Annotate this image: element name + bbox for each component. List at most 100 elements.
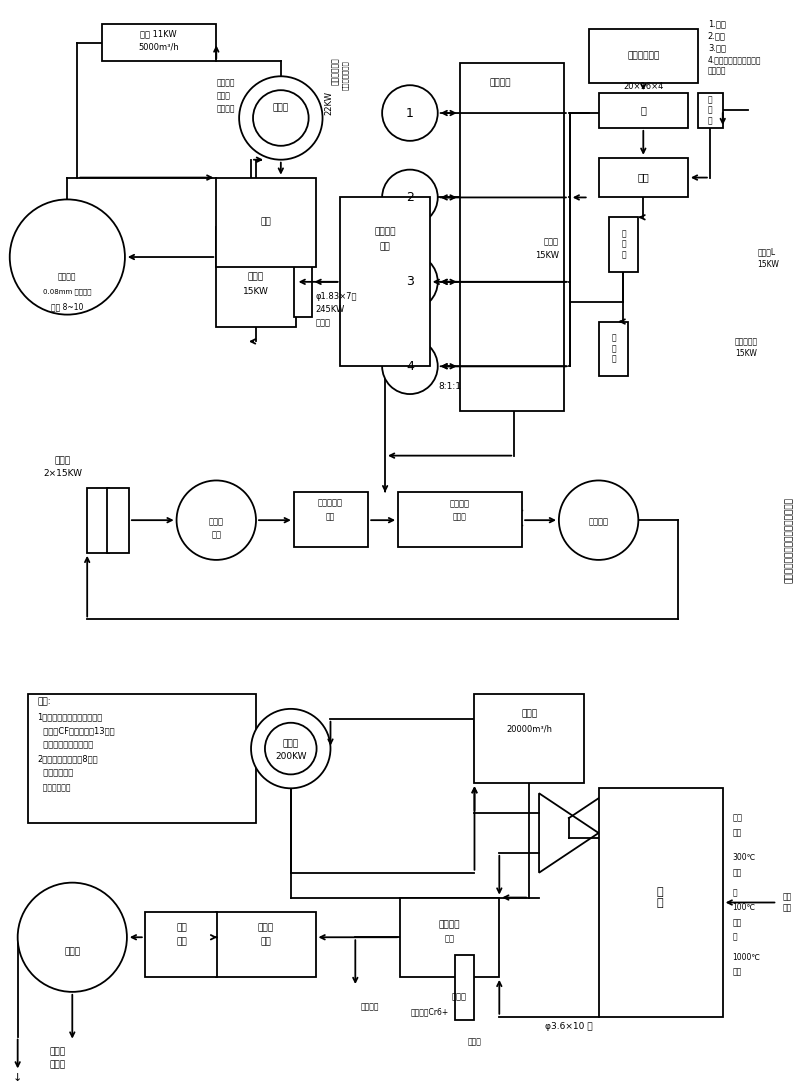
Bar: [400, 898, 499, 976]
Text: 除尘器: 除尘器: [521, 709, 537, 718]
Bar: [698, 93, 722, 128]
Text: 变分析: 变分析: [216, 92, 230, 100]
Text: φ3.6×10 米: φ3.6×10 米: [545, 1022, 593, 1031]
Text: 带: 带: [733, 888, 738, 897]
Text: 双层平板: 双层平板: [450, 500, 470, 508]
Text: 称: 称: [640, 105, 646, 115]
Text: 2.焦炭: 2.焦炭: [708, 31, 726, 40]
Text: 振
动
筛: 振 动 筛: [621, 229, 626, 259]
Text: 配料: 配料: [380, 242, 390, 252]
Text: 磨机: 磨机: [261, 218, 271, 227]
Text: 3: 3: [406, 275, 414, 288]
Bar: [598, 789, 722, 1017]
Circle shape: [10, 200, 125, 314]
Text: 预热: 预热: [733, 918, 742, 927]
Text: 竖窑高温脱毒铬渣配料烧结炼铁技术: 竖窑高温脱毒铬渣配料烧结炼铁技术: [785, 497, 794, 583]
Text: 回收: 回收: [261, 938, 271, 947]
Text: 以替，CF照管过滤器13号。: 以替，CF照管过滤器13号。: [38, 727, 114, 735]
Text: 1、发射废料导管由直面圆管: 1、发射废料导管由直面圆管: [38, 712, 102, 721]
Text: 提
升
机: 提 升 机: [707, 95, 712, 125]
Text: 15KW: 15KW: [758, 261, 779, 269]
Bar: [145, 912, 218, 976]
Bar: [459, 63, 564, 411]
Text: 储量: 储量: [211, 530, 222, 540]
Circle shape: [18, 883, 127, 992]
Text: 配料: 配料: [326, 513, 335, 521]
Bar: [598, 93, 688, 128]
Text: 重量: 重量: [176, 938, 187, 947]
Text: 竖
窑: 竖 窑: [657, 887, 663, 909]
Text: 含水量: 含水量: [452, 993, 467, 1002]
Text: 提升机L: 提升机L: [758, 248, 776, 256]
Text: 20×16×4: 20×16×4: [623, 82, 663, 91]
Bar: [474, 694, 584, 783]
Text: 主轴泵孔几。: 主轴泵孔几。: [38, 783, 70, 793]
Text: 高素: 高素: [176, 923, 187, 932]
Circle shape: [253, 91, 309, 146]
Circle shape: [382, 169, 438, 225]
Text: 100℃: 100℃: [733, 903, 756, 912]
Text: 圆盘: 圆盘: [638, 172, 649, 182]
Text: 变频调速: 变频调速: [216, 79, 234, 87]
Bar: [216, 912, 315, 976]
Text: 主轴泵孔几。: 主轴泵孔几。: [38, 768, 73, 777]
Text: 介器，含主产之间相导: 介器，含主产之间相导: [38, 740, 93, 750]
Text: 3.矿土: 3.矿土: [708, 43, 726, 52]
Text: 15KW: 15KW: [243, 287, 269, 297]
Bar: [598, 322, 629, 376]
Text: 300℃: 300℃: [733, 853, 756, 862]
Bar: [341, 197, 430, 367]
Text: 球磨机: 球磨机: [248, 273, 264, 281]
Text: 竖窑变流变转: 竖窑变流变转: [331, 58, 340, 85]
Text: 变分析含Cr6+: 变分析含Cr6+: [410, 1007, 449, 1016]
Text: 20000m³/h: 20000m³/h: [506, 724, 552, 733]
Text: 竖窑: 竖窑: [733, 814, 742, 823]
Text: 球化加压水: 球化加压水: [318, 499, 343, 507]
Bar: [454, 955, 474, 1020]
Text: 15KW: 15KW: [535, 251, 559, 260]
Text: 烧升机: 烧升机: [54, 456, 70, 465]
Text: 说明:: 说明:: [38, 697, 51, 706]
Bar: [102, 24, 216, 61]
Text: 专分析号: 专分析号: [216, 105, 234, 113]
Bar: [216, 178, 315, 267]
Text: 铬渣: 铬渣: [445, 935, 454, 944]
Bar: [87, 489, 109, 553]
Text: 竖窑配料: 竖窑配料: [490, 79, 511, 87]
Text: 以下: 以下: [733, 968, 742, 976]
Text: 重素水: 重素水: [467, 1038, 482, 1046]
Bar: [398, 492, 522, 547]
Circle shape: [251, 709, 330, 789]
Text: 2: 2: [406, 191, 414, 204]
Text: 0.08mm 筛孔几何: 0.08mm 筛孔几何: [43, 288, 91, 295]
Text: 圆
筒
混: 圆 筒 混: [611, 334, 616, 363]
Text: 筛孔几: 筛孔几: [453, 513, 466, 521]
Text: 筛孔 8~10: 筛孔 8~10: [51, 302, 83, 311]
Text: 烧结
铁矿: 烧结 铁矿: [782, 892, 792, 912]
Text: 1000℃: 1000℃: [733, 952, 761, 961]
Circle shape: [382, 338, 438, 394]
Bar: [107, 489, 129, 553]
Text: 炉墙: 炉墙: [733, 828, 742, 838]
Text: 配比泵量: 配比泵量: [589, 517, 609, 527]
Text: 搅拌桶: 搅拌桶: [209, 517, 224, 527]
Text: 高炉号: 高炉号: [50, 1059, 66, 1069]
Text: φ1.83×7米: φ1.83×7米: [315, 292, 357, 301]
Text: 鼓风机: 鼓风机: [282, 739, 299, 748]
Bar: [28, 694, 256, 823]
Text: 8:1:1: 8:1:1: [438, 382, 461, 391]
Bar: [294, 492, 368, 547]
Text: 细粉筛号: 细粉筛号: [58, 273, 77, 281]
Bar: [598, 158, 688, 197]
Text: 铬渣号: 铬渣号: [64, 948, 80, 957]
Circle shape: [382, 85, 438, 141]
Text: 4: 4: [406, 360, 414, 373]
Bar: [589, 28, 698, 83]
Text: 圆筒混合机: 圆筒混合机: [734, 337, 758, 346]
Text: 带: 带: [733, 933, 738, 942]
Text: 22KW: 22KW: [324, 91, 333, 115]
Text: 风机 11KW: 风机 11KW: [140, 29, 177, 38]
Bar: [216, 227, 296, 326]
Text: 结粒粘数: 结粒粘数: [708, 67, 726, 75]
Text: 245KW: 245KW: [315, 305, 345, 314]
